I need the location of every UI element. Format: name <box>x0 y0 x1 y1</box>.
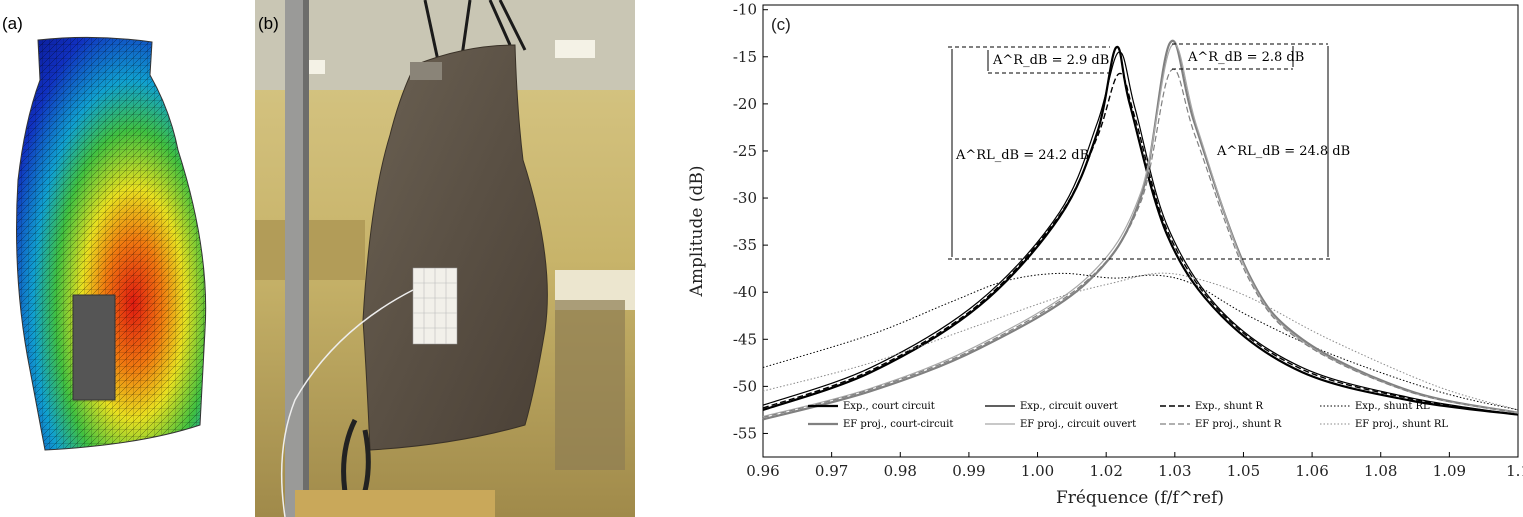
series-line-0 <box>762 45 1519 416</box>
panel-c-label: (c) <box>771 15 791 34</box>
legend-label-6: EF proj., shunt R <box>1195 419 1282 430</box>
x-axis: 0.96 0.97 0.98 0.99 1.00 1.02 1.03 1.05 1.06 1.08… <box>746 452 1523 480</box>
x-axis-title: Fréquence (f/f^ref) <box>1056 488 1224 508</box>
legend-label-2: Exp., shunt R <box>1195 401 1264 412</box>
series-line-1 <box>762 51 1519 416</box>
x-tick-label: 1.08 <box>1364 462 1397 480</box>
y-tick-label: -10 <box>733 1 757 19</box>
annotation-arl-left: A^RL_dB = 24.2 dB <box>955 148 1089 163</box>
series-lines <box>762 39 1519 421</box>
legend: Exp., court circuit Exp., circuit ouvert E… <box>808 401 1448 430</box>
annotation-arrows <box>951 46 1329 257</box>
y-tick-label: -20 <box>733 95 757 113</box>
panel-b-label: (b) <box>258 14 279 33</box>
annotation-ar-right: A^R_dB = 2.8 dB <box>1187 50 1304 65</box>
legend-label-5: EF proj., circuit ouvert <box>1020 419 1136 430</box>
y-axis: -10 -15 -20 -25 -30 -35 -40 -45 -50 -55 <box>733 1 768 442</box>
legend-label-7: EF proj., shunt RL <box>1355 419 1448 430</box>
annotation-ar-left: A^R_dB = 2.9 dB <box>992 53 1109 68</box>
x-tick-label: 1.09 <box>1433 462 1466 480</box>
y-tick-label: -15 <box>733 48 757 66</box>
panel-a-label: (a) <box>2 14 23 33</box>
annotation-arl-right: A^RL_dB = 24.8 dB <box>1216 144 1350 159</box>
x-tick-label: 1.05 <box>1227 462 1260 480</box>
legend-label-1: Exp., circuit ouvert <box>1020 401 1118 412</box>
y-tick-label: -45 <box>733 330 757 348</box>
x-tick-label: 0.99 <box>952 462 985 480</box>
y-tick-label: -55 <box>733 424 757 442</box>
x-tick-label: 0.98 <box>884 462 917 480</box>
x-tick-label: 1.00 <box>1021 462 1054 480</box>
patch-rect <box>72 294 116 401</box>
x-tick-label: 0.97 <box>815 462 848 480</box>
series-line-4 <box>762 39 1519 421</box>
x-tick-label: 1.03 <box>1158 462 1191 480</box>
y-axis-title: Amplitude (dB) <box>687 166 707 298</box>
y-tick-label: -40 <box>733 283 757 301</box>
x-tick-label: 1.02 <box>1089 462 1122 480</box>
y-tick-label: -50 <box>733 377 757 395</box>
series-line-3 <box>762 272 1519 411</box>
y-tick-label: -30 <box>733 189 757 207</box>
series-line-6 <box>762 68 1519 419</box>
x-tick-label: 0.96 <box>746 462 779 480</box>
series-line-5 <box>762 43 1519 418</box>
series-line-2 <box>762 72 1519 416</box>
y-tick-label: -25 <box>733 142 757 160</box>
annotation-lines <box>948 43 1330 260</box>
plot-frame <box>762 4 1519 458</box>
x-tick-label: 1.06 <box>1295 462 1328 480</box>
experiment-photo <box>255 0 635 517</box>
legend-label-0: Exp., court circuit <box>843 401 935 412</box>
y-tick-label: -35 <box>733 236 757 254</box>
x-tick-label: 1.1 <box>1506 462 1523 480</box>
legend-label-3: Exp., shunt RL <box>1355 401 1430 412</box>
legend-label-4: EF proj., court-circuit <box>843 419 953 430</box>
fe-mesh-image <box>16 36 207 451</box>
